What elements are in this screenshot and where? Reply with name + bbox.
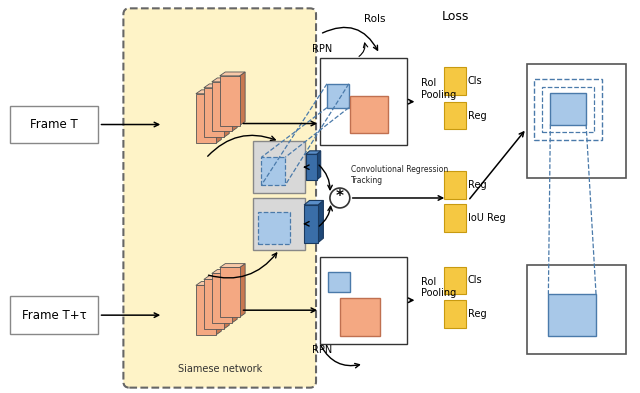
- FancyBboxPatch shape: [304, 205, 318, 242]
- Polygon shape: [216, 90, 221, 143]
- Text: RoI
Pooling: RoI Pooling: [421, 78, 456, 99]
- FancyBboxPatch shape: [261, 157, 285, 185]
- Text: Reg: Reg: [468, 110, 486, 121]
- FancyBboxPatch shape: [253, 141, 305, 193]
- FancyBboxPatch shape: [444, 102, 466, 129]
- Polygon shape: [318, 200, 323, 242]
- FancyBboxPatch shape: [196, 94, 216, 143]
- Text: Frame T+τ: Frame T+τ: [22, 309, 86, 321]
- FancyBboxPatch shape: [328, 272, 350, 292]
- Polygon shape: [232, 270, 237, 323]
- FancyBboxPatch shape: [220, 268, 239, 317]
- FancyBboxPatch shape: [527, 264, 626, 354]
- FancyBboxPatch shape: [550, 93, 586, 125]
- Circle shape: [330, 188, 350, 208]
- FancyBboxPatch shape: [527, 64, 626, 178]
- Text: Reg: Reg: [468, 180, 486, 190]
- Polygon shape: [306, 151, 321, 154]
- Text: RoI
Pooling: RoI Pooling: [421, 277, 456, 298]
- Polygon shape: [196, 90, 221, 94]
- Text: Frame T: Frame T: [30, 118, 78, 131]
- Polygon shape: [220, 264, 245, 268]
- Polygon shape: [232, 78, 237, 132]
- Text: Cls: Cls: [468, 76, 483, 86]
- FancyBboxPatch shape: [444, 204, 466, 232]
- FancyBboxPatch shape: [212, 274, 232, 323]
- FancyBboxPatch shape: [340, 298, 380, 336]
- FancyBboxPatch shape: [212, 82, 232, 132]
- FancyBboxPatch shape: [548, 294, 596, 336]
- Polygon shape: [239, 264, 245, 317]
- Text: Loss: Loss: [442, 10, 468, 23]
- FancyBboxPatch shape: [204, 88, 224, 138]
- Text: RoIs: RoIs: [364, 14, 385, 24]
- FancyBboxPatch shape: [10, 106, 97, 143]
- Polygon shape: [204, 84, 229, 88]
- FancyBboxPatch shape: [220, 76, 239, 125]
- Text: Convolutional Regression
Tracking: Convolutional Regression Tracking: [351, 165, 448, 185]
- FancyBboxPatch shape: [253, 198, 305, 250]
- FancyBboxPatch shape: [10, 296, 97, 334]
- Text: *: *: [336, 189, 344, 204]
- FancyBboxPatch shape: [350, 96, 387, 134]
- FancyBboxPatch shape: [196, 285, 216, 335]
- Polygon shape: [212, 78, 237, 82]
- FancyBboxPatch shape: [320, 257, 408, 344]
- FancyBboxPatch shape: [444, 67, 466, 95]
- Text: Cls: Cls: [468, 275, 483, 285]
- Polygon shape: [220, 72, 245, 76]
- FancyBboxPatch shape: [444, 266, 466, 294]
- FancyBboxPatch shape: [444, 300, 466, 328]
- FancyBboxPatch shape: [320, 58, 408, 145]
- Polygon shape: [224, 84, 229, 138]
- FancyBboxPatch shape: [327, 84, 349, 108]
- Polygon shape: [196, 281, 221, 285]
- Text: Siamese network: Siamese network: [177, 364, 262, 374]
- FancyBboxPatch shape: [259, 212, 290, 244]
- Text: RPN: RPN: [312, 345, 332, 355]
- Polygon shape: [216, 281, 221, 335]
- Polygon shape: [224, 275, 229, 329]
- Text: IoU Reg: IoU Reg: [468, 213, 506, 223]
- Polygon shape: [212, 270, 237, 274]
- Polygon shape: [204, 275, 229, 279]
- FancyBboxPatch shape: [444, 171, 466, 199]
- Text: Reg: Reg: [468, 309, 486, 319]
- Polygon shape: [239, 72, 245, 125]
- Text: RPN: RPN: [312, 44, 332, 54]
- Polygon shape: [317, 151, 321, 180]
- FancyBboxPatch shape: [124, 8, 316, 387]
- FancyBboxPatch shape: [204, 279, 224, 329]
- FancyBboxPatch shape: [306, 154, 317, 180]
- Polygon shape: [304, 200, 323, 205]
